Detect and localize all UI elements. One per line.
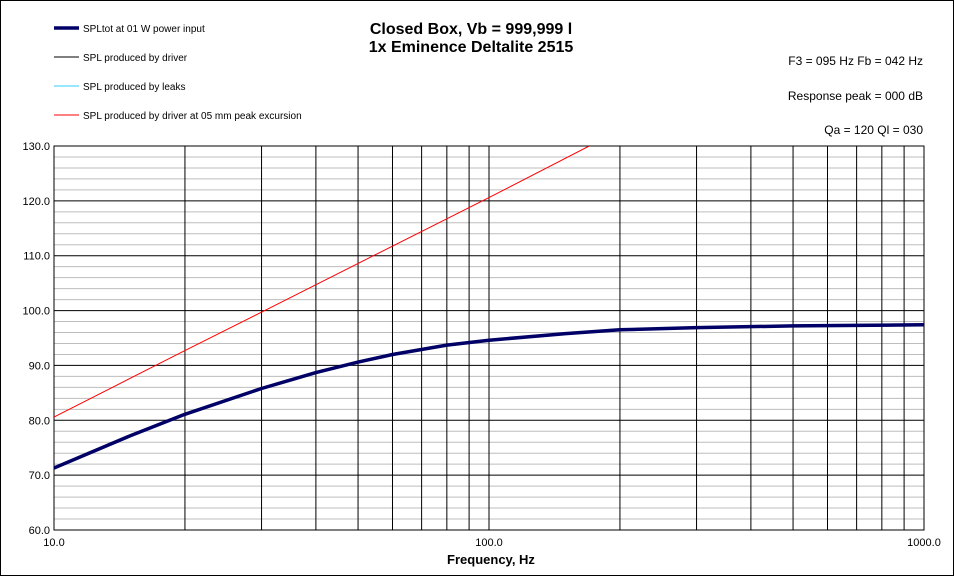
grid	[54, 145, 924, 531]
y-tick-label: 60.0	[29, 525, 50, 537]
legend-label-spltot: SPLtot at 01 W power input	[83, 24, 205, 35]
x-tick-label: 1000.0	[907, 537, 941, 549]
y-tick-label: 130.0	[22, 141, 50, 153]
y-tick-label: 70.0	[29, 470, 50, 482]
f3-fb-readout: F3 = 095 Hz Fb = 042 Hz	[788, 54, 923, 68]
tick-labels: 60.0 70.0 80.0 90.0 100.0 110.0 120.0 130.0 10.0…	[22, 141, 940, 549]
y-tick-label: 120.0	[22, 196, 50, 208]
qa-ql-readout: Qa = 120 Ql = 030	[824, 123, 923, 137]
y-tick-label: 80.0	[29, 415, 50, 427]
legend: SPLtot at 01 W power input SPL produced …	[54, 24, 302, 122]
series-line-0	[54, 323, 924, 470]
chart-title: Closed Box, Vb = 999,999 l	[370, 21, 572, 38]
x-axis-label: Frequency, Hz	[447, 552, 535, 567]
plot-area-border	[53, 145, 925, 531]
response-peak-readout: Response peak = 000 dB	[788, 89, 923, 103]
legend-label-driver: SPL produced by driver	[83, 53, 188, 64]
x-tick-label: 100.0	[475, 537, 503, 549]
y-tick-label: 110.0	[23, 251, 50, 263]
series-layer	[54, 146, 924, 470]
legend-label-leaks: SPL produced by leaks	[83, 82, 185, 93]
legend-label-excursion: SPL produced by driver at 05 mm peak exc…	[83, 111, 302, 122]
chart-subtitle: 1x Eminence Deltalite 2515	[369, 39, 574, 56]
y-tick-label: 100.0	[22, 306, 50, 318]
series-line-3	[54, 146, 590, 418]
y-tick-label: 90.0	[29, 360, 50, 372]
x-tick-label: 10.0	[43, 537, 64, 549]
